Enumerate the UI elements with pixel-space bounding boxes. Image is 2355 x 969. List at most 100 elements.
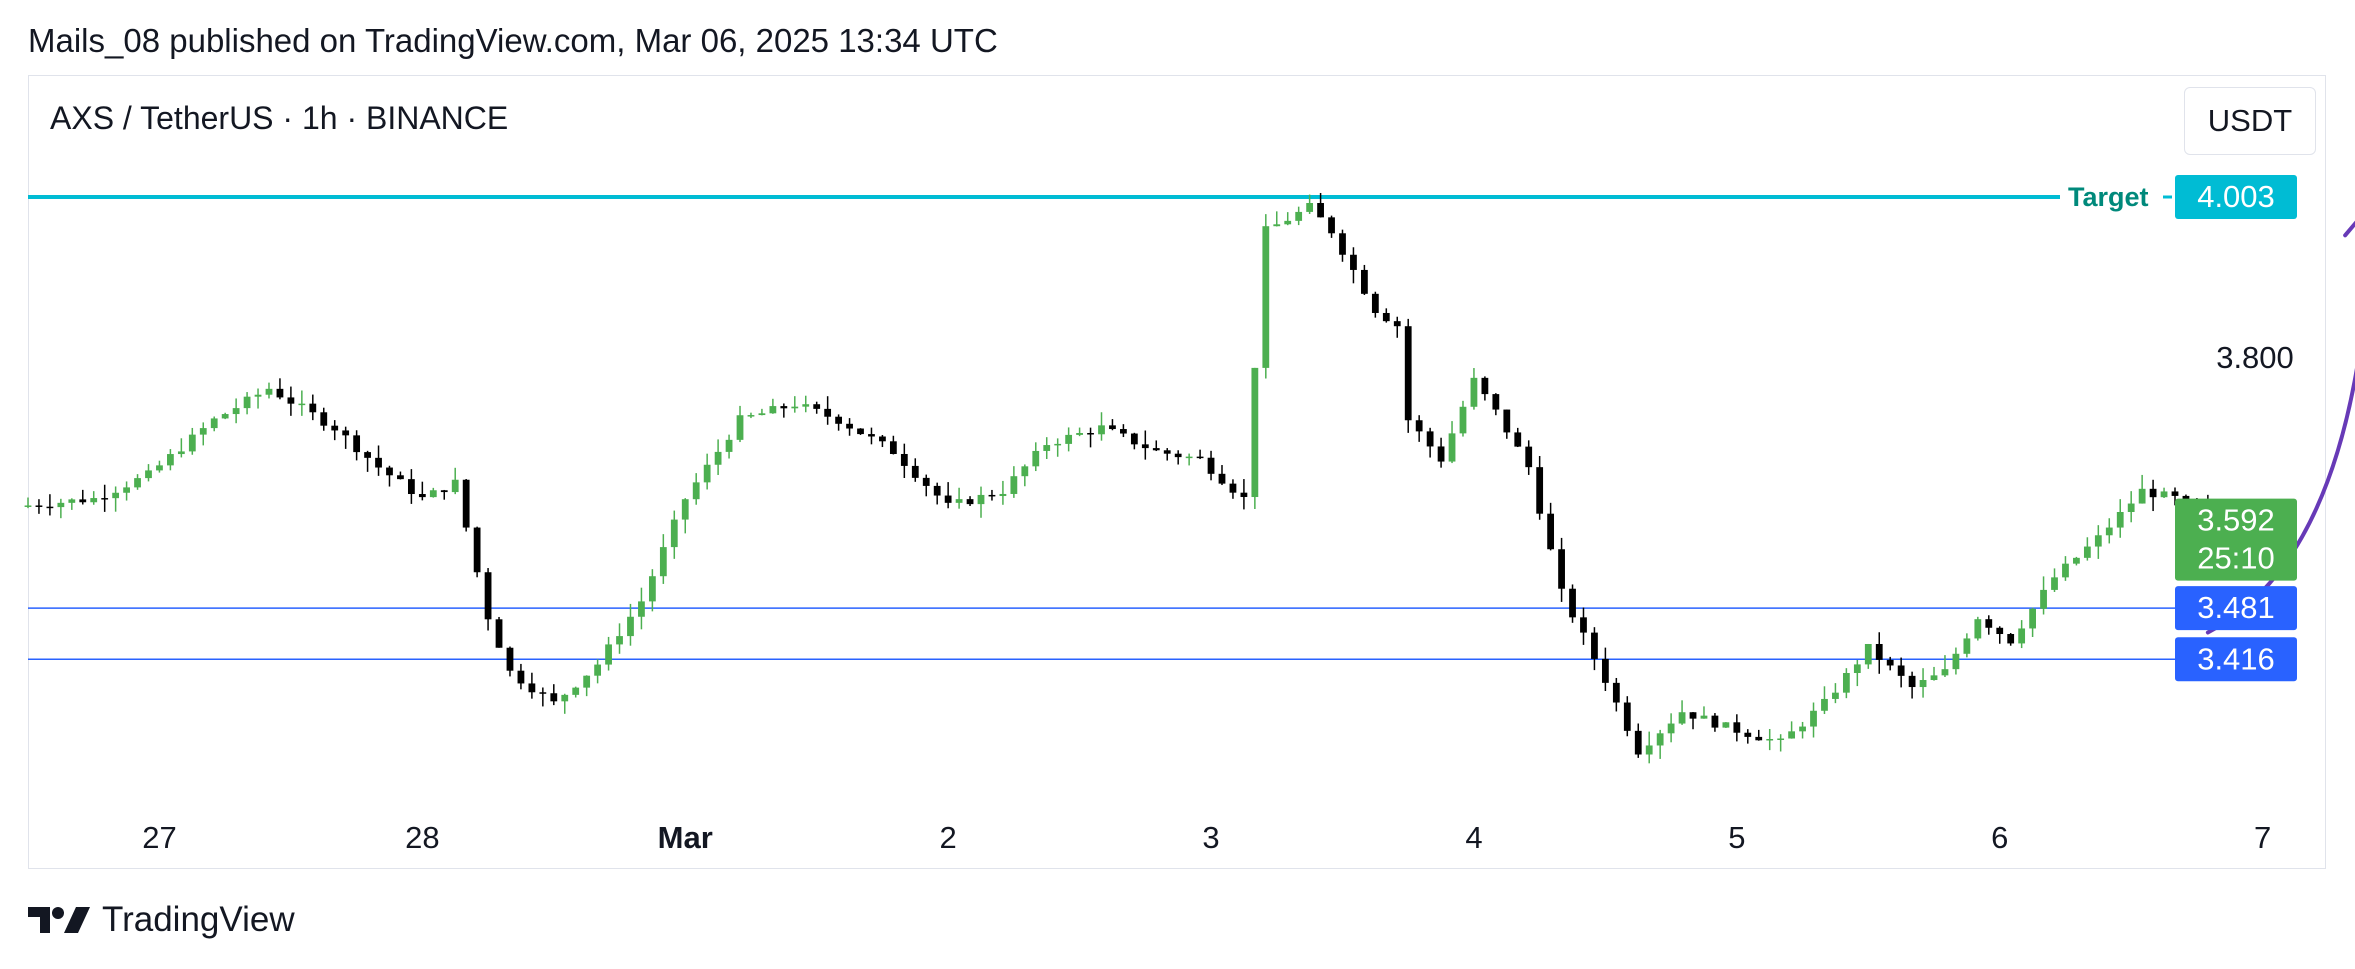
candle-up bbox=[1262, 226, 1270, 368]
candle-up bbox=[758, 413, 766, 416]
candle-down bbox=[1371, 293, 1379, 313]
candle-up bbox=[2073, 557, 2080, 564]
candle-down bbox=[528, 683, 536, 693]
candle-up bbox=[210, 418, 218, 429]
candle-down bbox=[1996, 627, 2004, 635]
candle-down bbox=[342, 430, 350, 436]
candle-up bbox=[1098, 425, 1105, 435]
symbol-title[interactable]: AXS / TetherUS · 1h · BINANCE bbox=[50, 100, 509, 136]
candle-down bbox=[407, 479, 415, 495]
candle-down bbox=[1547, 513, 1555, 550]
candle-down bbox=[1897, 665, 1905, 676]
candle-up bbox=[648, 576, 656, 602]
candle-up bbox=[1645, 745, 1653, 755]
candle-up bbox=[1667, 723, 1675, 734]
x-tick-label: 5 bbox=[1728, 820, 1745, 855]
candle-up bbox=[1470, 377, 1478, 407]
candle-down bbox=[2182, 495, 2190, 500]
candle-up bbox=[167, 454, 174, 466]
candle-down bbox=[933, 485, 941, 496]
candle-up bbox=[1930, 675, 1938, 681]
candle-up bbox=[594, 664, 602, 676]
horizontal-lines-layer: Target bbox=[28, 182, 2175, 661]
candle-up bbox=[802, 404, 810, 407]
candle-down bbox=[1404, 326, 1412, 421]
candle-down bbox=[1328, 217, 1335, 234]
currency-button[interactable]: USDT bbox=[2184, 87, 2316, 155]
candle-down bbox=[1437, 446, 1445, 462]
candle-up bbox=[1678, 712, 1686, 724]
candle-down bbox=[364, 452, 371, 458]
candle-up bbox=[1799, 726, 1806, 732]
candle-down bbox=[1240, 492, 1248, 498]
candle-down bbox=[1196, 456, 1204, 459]
candle-down bbox=[1985, 619, 1993, 628]
candle-down bbox=[1393, 321, 1401, 327]
candle-down bbox=[1503, 409, 1511, 433]
candle-up bbox=[1700, 715, 1708, 719]
candle-up bbox=[1810, 710, 1817, 727]
candle-down bbox=[1087, 433, 1094, 435]
candle-down bbox=[287, 397, 295, 404]
candle-up bbox=[1054, 443, 1062, 446]
x-tick-label: 3 bbox=[1202, 820, 1219, 855]
candle-down bbox=[353, 435, 361, 453]
candle-up bbox=[2018, 628, 2026, 644]
candle-up bbox=[1185, 456, 1193, 459]
candle-up bbox=[659, 547, 667, 577]
target-line-label: Target bbox=[2068, 182, 2149, 212]
candle-down bbox=[922, 477, 930, 486]
candle-up bbox=[68, 499, 76, 503]
candle-up bbox=[1273, 224, 1281, 227]
brand[interactable]: TradingView bbox=[28, 900, 295, 940]
candle-up bbox=[156, 465, 163, 471]
candle-down bbox=[1317, 203, 1324, 218]
candle-up bbox=[298, 403, 306, 406]
support-price-label-value: 3.416 bbox=[2197, 641, 2275, 676]
last-price-label bbox=[2175, 498, 2297, 581]
candle-up bbox=[232, 408, 240, 415]
candle-up bbox=[1952, 653, 1960, 670]
candle-up bbox=[90, 498, 98, 503]
candle-up bbox=[243, 396, 251, 409]
y-tick-label: 3.800 bbox=[2216, 340, 2294, 375]
candle-down bbox=[1623, 702, 1631, 731]
candle-down bbox=[846, 423, 853, 429]
candle-up bbox=[57, 502, 65, 508]
candle-down bbox=[1514, 432, 1522, 447]
candle-down bbox=[517, 670, 525, 684]
candle-up bbox=[2083, 546, 2091, 558]
candle-down bbox=[1733, 722, 1741, 733]
candle-up bbox=[955, 499, 963, 503]
candle-up bbox=[199, 428, 207, 435]
candle-down bbox=[375, 457, 382, 468]
x-tick-label: 7 bbox=[2254, 820, 2271, 855]
candle-up bbox=[123, 487, 130, 493]
candle-down bbox=[1755, 736, 1763, 741]
support-price-label bbox=[2175, 637, 2297, 682]
candle-up bbox=[572, 687, 580, 695]
candle-down bbox=[1492, 394, 1500, 410]
candle-down bbox=[780, 406, 788, 409]
candle-up bbox=[638, 601, 645, 617]
candle-up bbox=[769, 406, 777, 414]
candle-down bbox=[988, 494, 996, 497]
candle-up bbox=[1919, 680, 1927, 688]
candle-up bbox=[1864, 643, 1872, 665]
candle-down bbox=[835, 416, 842, 424]
candle-up bbox=[616, 636, 623, 645]
candle-down bbox=[1163, 450, 1171, 454]
candle-up bbox=[977, 494, 985, 505]
candle-up bbox=[605, 644, 612, 665]
target-price-label bbox=[2175, 175, 2297, 220]
candle-up bbox=[188, 434, 196, 452]
candle-up bbox=[627, 616, 634, 637]
candle-down bbox=[440, 490, 448, 493]
candle-down bbox=[1744, 732, 1752, 737]
candle-up bbox=[1832, 692, 1839, 699]
candle-up bbox=[1963, 638, 1971, 654]
candle-up bbox=[714, 451, 722, 465]
candle-down bbox=[868, 434, 875, 437]
